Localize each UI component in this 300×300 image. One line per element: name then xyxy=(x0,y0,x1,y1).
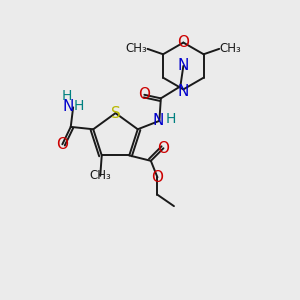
Text: O: O xyxy=(56,137,68,152)
Text: H: H xyxy=(166,112,176,126)
Text: O: O xyxy=(138,87,150,102)
Text: O: O xyxy=(177,35,189,50)
Text: N: N xyxy=(178,58,189,74)
Text: O: O xyxy=(158,141,169,156)
Text: O: O xyxy=(152,170,164,185)
Text: H: H xyxy=(74,100,84,113)
Text: N: N xyxy=(63,99,74,114)
Text: CH₃: CH₃ xyxy=(220,42,242,55)
Text: CH₃: CH₃ xyxy=(89,169,111,182)
Text: S: S xyxy=(111,106,120,121)
Text: N: N xyxy=(152,113,164,128)
Text: H: H xyxy=(62,89,72,103)
Text: CH₃: CH₃ xyxy=(125,42,147,55)
Text: N: N xyxy=(178,84,189,99)
